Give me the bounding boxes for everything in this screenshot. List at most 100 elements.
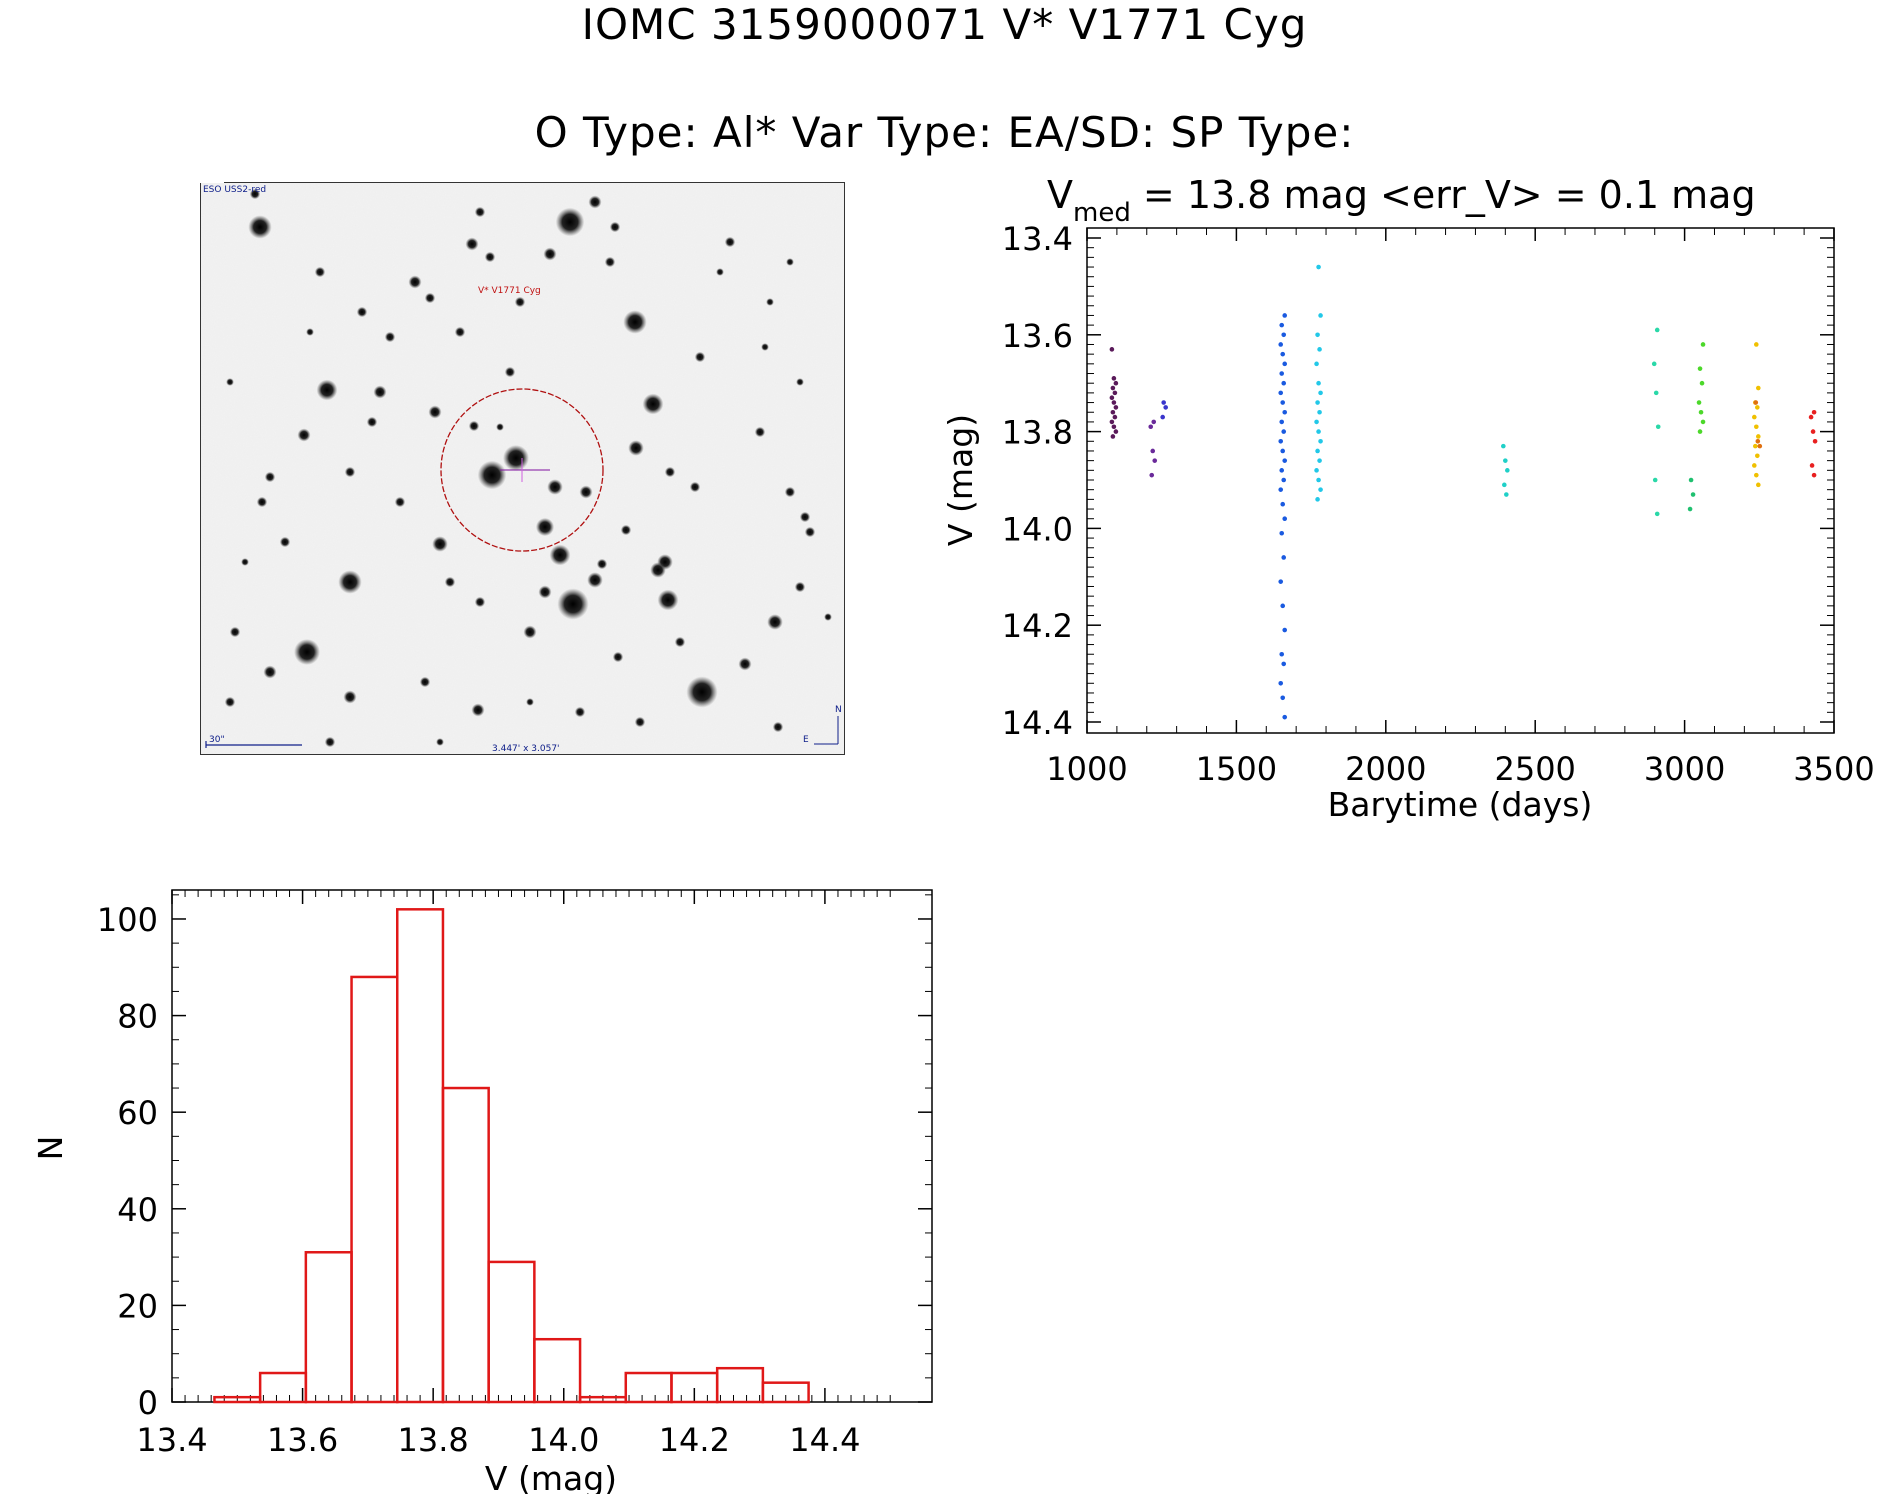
star: [604, 256, 616, 268]
lc-point: [1688, 477, 1694, 483]
lc-point: [1808, 414, 1814, 420]
star: [514, 296, 526, 308]
lc-point: [1280, 351, 1286, 357]
lc-point: [1754, 472, 1759, 478]
title-line-2: O Type: Al* Var Type: EA/SD: SP Type:: [534, 108, 1355, 157]
star: [297, 428, 311, 442]
lc-point: [1756, 434, 1761, 439]
hist-bar: [533, 1337, 582, 1404]
star: [408, 275, 422, 289]
lc-point: [1752, 414, 1757, 420]
lc-point: [1315, 332, 1320, 338]
lc-point: [1279, 651, 1285, 657]
star: [419, 676, 431, 688]
lc-point: [1755, 405, 1760, 410]
lc-point: [1109, 395, 1115, 401]
hist-bar: [624, 1371, 673, 1404]
star: [557, 588, 589, 620]
size-label: 3.447' x 3.057': [492, 744, 560, 754]
lc-point: [1752, 463, 1757, 468]
lc-point: [1281, 332, 1287, 338]
star: [772, 721, 784, 733]
lc-point: [1754, 342, 1759, 347]
lc-point: [1148, 424, 1154, 430]
star: [804, 526, 816, 538]
lc-point: [1281, 429, 1287, 434]
hist-bar: [487, 1260, 536, 1404]
lc-x-tick-label: 2500: [1494, 750, 1575, 788]
lc-point: [1281, 477, 1287, 483]
lc-point: [1109, 347, 1115, 352]
lc-point: [1110, 434, 1116, 439]
star: [650, 562, 666, 578]
lc-point: [1812, 438, 1818, 444]
lc-point: [1282, 627, 1288, 633]
lc-point: [1655, 424, 1661, 430]
finder-stars: [224, 188, 832, 748]
star: [477, 460, 507, 490]
star: [767, 614, 783, 630]
star: [716, 268, 724, 276]
hist-ticks: 13.4 13.6 13.8 14.0 14.2 14.4 0 20 40 60 80 100: [97, 890, 932, 1459]
star: [496, 423, 504, 431]
lc-point: [1110, 409, 1116, 415]
light-curve-chart: Vmed = 13.8 mag <err_V> = 0.1 mag 1000 15…: [941, 173, 1875, 824]
star: [338, 570, 362, 594]
lc-point: [1163, 405, 1168, 410]
lc-point: [1502, 482, 1507, 488]
lc-xlabel: Barytime (days): [1328, 785, 1593, 824]
lc-point: [1282, 361, 1288, 367]
lc-point: [1753, 400, 1759, 405]
star: [468, 420, 480, 432]
hist-y-tick-label: 0: [138, 1384, 158, 1422]
star: [674, 636, 686, 648]
hist-bar: [396, 908, 445, 1404]
lc-y-tick-label: 14.0: [1002, 510, 1073, 548]
lc-point: [1654, 327, 1660, 333]
lc-point: [1280, 695, 1286, 701]
lc-point: [1697, 429, 1703, 434]
lc-points: [1109, 264, 1818, 720]
lc-point: [1501, 443, 1506, 449]
hist-y-tick-label: 20: [117, 1287, 158, 1325]
star: [754, 426, 766, 438]
hist-x-tick-label: 14.2: [659, 1421, 730, 1459]
lc-point: [1318, 390, 1323, 396]
hist-xlabel: V (mag): [485, 1459, 617, 1494]
star: [306, 328, 314, 336]
star: [471, 703, 485, 717]
lc-annotation-prefix: V: [1047, 173, 1073, 217]
lc-point: [1755, 438, 1761, 444]
lc-point: [1654, 511, 1660, 517]
lc-y-tick-label: 13.6: [1002, 317, 1073, 355]
lc-point: [1281, 380, 1287, 386]
lc-point: [1314, 468, 1319, 473]
lc-point: [1757, 443, 1763, 449]
lc-point: [1810, 429, 1816, 434]
star: [504, 366, 516, 378]
star: [547, 479, 563, 495]
lc-point: [1279, 371, 1285, 376]
lc-annotation-rest: = 13.8 mag <err_V> = 0.1 mag: [1131, 173, 1756, 217]
hist-bar: [715, 1366, 765, 1404]
lc-point: [1113, 429, 1119, 434]
lc-point: [1809, 463, 1815, 468]
star: [574, 706, 586, 718]
lc-point: [1316, 264, 1321, 270]
lc-point: [1318, 313, 1323, 318]
target-circle: [440, 388, 604, 552]
star: [373, 385, 387, 399]
star: [786, 258, 794, 266]
star: [394, 496, 406, 508]
lc-point: [1651, 361, 1657, 367]
lc-point: [1811, 472, 1817, 478]
hist-plot-frame: [171, 889, 933, 1403]
survey-label: ESO USS2-red: [203, 185, 266, 195]
star: [229, 626, 241, 638]
hist-bar: [258, 1371, 308, 1404]
lc-point: [1700, 419, 1706, 425]
star: [623, 310, 647, 334]
lc-point: [1505, 468, 1510, 473]
lc-x-tick-label: 1500: [1196, 750, 1277, 788]
